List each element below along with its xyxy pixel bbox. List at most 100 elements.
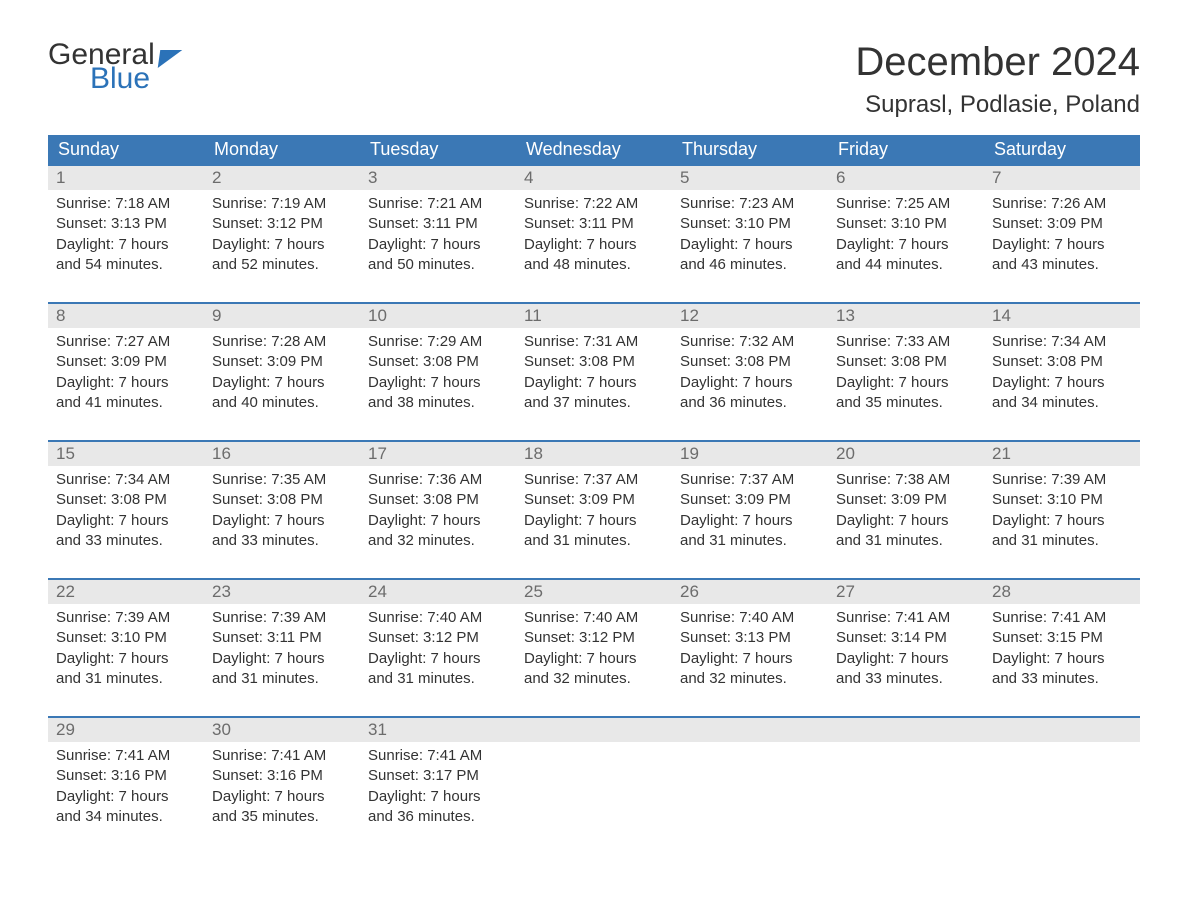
day-content: Sunrise: 7:31 AMSunset: 3:08 PMDaylight:… <box>516 328 672 419</box>
day-sunset: Sunset: 3:15 PM <box>992 628 1132 648</box>
day-cell: 28Sunrise: 7:41 AMSunset: 3:15 PMDayligh… <box>984 580 1140 698</box>
day-dl2: and 35 minutes. <box>212 807 352 827</box>
calendar: SundayMondayTuesdayWednesdayThursdayFrid… <box>48 135 1140 836</box>
day-cell: 12Sunrise: 7:32 AMSunset: 3:08 PMDayligh… <box>672 304 828 422</box>
day-content: Sunrise: 7:28 AMSunset: 3:09 PMDaylight:… <box>204 328 360 419</box>
day-number: 10 <box>360 304 516 328</box>
day-content: Sunrise: 7:34 AMSunset: 3:08 PMDaylight:… <box>48 466 204 557</box>
day-content: Sunrise: 7:32 AMSunset: 3:08 PMDaylight:… <box>672 328 828 419</box>
page-header: General Blue December 2024 Suprasl, Podl… <box>48 40 1140 119</box>
day-dl2: and 37 minutes. <box>524 393 664 413</box>
day-cell: 11Sunrise: 7:31 AMSunset: 3:08 PMDayligh… <box>516 304 672 422</box>
day-dl2: and 33 minutes. <box>836 669 976 689</box>
day-number: 21 <box>984 442 1140 466</box>
day-dl2: and 43 minutes. <box>992 255 1132 275</box>
day-number: 1 <box>48 166 204 190</box>
day-sunrise: Sunrise: 7:32 AM <box>680 332 820 352</box>
day-dl2: and 31 minutes. <box>680 531 820 551</box>
day-sunrise: Sunrise: 7:37 AM <box>680 470 820 490</box>
day-sunrise: Sunrise: 7:40 AM <box>680 608 820 628</box>
day-dl1: Daylight: 7 hours <box>212 235 352 255</box>
day-number: 29 <box>48 718 204 742</box>
day-content: Sunrise: 7:23 AMSunset: 3:10 PMDaylight:… <box>672 190 828 281</box>
day-dl2: and 36 minutes. <box>680 393 820 413</box>
day-number: 5 <box>672 166 828 190</box>
day-sunrise: Sunrise: 7:35 AM <box>212 470 352 490</box>
day-cell: 4Sunrise: 7:22 AMSunset: 3:11 PMDaylight… <box>516 166 672 284</box>
day-sunset: Sunset: 3:16 PM <box>212 766 352 786</box>
day-number: 3 <box>360 166 516 190</box>
day-number: 22 <box>48 580 204 604</box>
day-content: Sunrise: 7:18 AMSunset: 3:13 PMDaylight:… <box>48 190 204 281</box>
day-content: Sunrise: 7:37 AMSunset: 3:09 PMDaylight:… <box>672 466 828 557</box>
day-sunset: Sunset: 3:16 PM <box>56 766 196 786</box>
day-number: 27 <box>828 580 984 604</box>
day-cell: 1Sunrise: 7:18 AMSunset: 3:13 PMDaylight… <box>48 166 204 284</box>
day-number: 31 <box>360 718 516 742</box>
day-sunrise: Sunrise: 7:19 AM <box>212 194 352 214</box>
day-sunrise: Sunrise: 7:37 AM <box>524 470 664 490</box>
day-dl1: Daylight: 7 hours <box>992 235 1132 255</box>
day-content: Sunrise: 7:33 AMSunset: 3:08 PMDaylight:… <box>828 328 984 419</box>
day-cell: 14Sunrise: 7:34 AMSunset: 3:08 PMDayligh… <box>984 304 1140 422</box>
day-dl1: Daylight: 7 hours <box>212 649 352 669</box>
month-title: December 2024 <box>855 40 1140 85</box>
day-dl2: and 34 minutes. <box>992 393 1132 413</box>
day-dl1: Daylight: 7 hours <box>368 649 508 669</box>
day-content: Sunrise: 7:39 AMSunset: 3:11 PMDaylight:… <box>204 604 360 695</box>
day-dl2: and 48 minutes. <box>524 255 664 275</box>
day-sunrise: Sunrise: 7:41 AM <box>56 746 196 766</box>
day-cell: 26Sunrise: 7:40 AMSunset: 3:13 PMDayligh… <box>672 580 828 698</box>
day-dl1: Daylight: 7 hours <box>992 373 1132 393</box>
day-number: 8 <box>48 304 204 328</box>
day-cell: 29Sunrise: 7:41 AMSunset: 3:16 PMDayligh… <box>48 718 204 836</box>
day-content: Sunrise: 7:41 AMSunset: 3:16 PMDaylight:… <box>48 742 204 833</box>
day-dl1: Daylight: 7 hours <box>368 787 508 807</box>
day-cell: 21Sunrise: 7:39 AMSunset: 3:10 PMDayligh… <box>984 442 1140 560</box>
day-number: 26 <box>672 580 828 604</box>
day-sunset: Sunset: 3:09 PM <box>56 352 196 372</box>
day-sunrise: Sunrise: 7:41 AM <box>992 608 1132 628</box>
day-content: Sunrise: 7:39 AMSunset: 3:10 PMDaylight:… <box>48 604 204 695</box>
day-sunrise: Sunrise: 7:23 AM <box>680 194 820 214</box>
day-content: Sunrise: 7:41 AMSunset: 3:15 PMDaylight:… <box>984 604 1140 695</box>
day-dl1: Daylight: 7 hours <box>680 235 820 255</box>
day-sunrise: Sunrise: 7:40 AM <box>368 608 508 628</box>
day-sunset: Sunset: 3:13 PM <box>56 214 196 234</box>
day-content: Sunrise: 7:26 AMSunset: 3:09 PMDaylight:… <box>984 190 1140 281</box>
day-dl2: and 38 minutes. <box>368 393 508 413</box>
logo: General Blue <box>48 40 181 94</box>
day-number: 25 <box>516 580 672 604</box>
day-cell <box>672 718 828 836</box>
day-dl2: and 41 minutes. <box>56 393 196 413</box>
day-dl1: Daylight: 7 hours <box>56 235 196 255</box>
week-row: 1Sunrise: 7:18 AMSunset: 3:13 PMDaylight… <box>48 164 1140 284</box>
day-number: 6 <box>828 166 984 190</box>
day-dl1: Daylight: 7 hours <box>368 373 508 393</box>
day-cell: 24Sunrise: 7:40 AMSunset: 3:12 PMDayligh… <box>360 580 516 698</box>
day-sunset: Sunset: 3:10 PM <box>836 214 976 234</box>
day-sunset: Sunset: 3:08 PM <box>368 352 508 372</box>
day-sunrise: Sunrise: 7:25 AM <box>836 194 976 214</box>
day-dl1: Daylight: 7 hours <box>524 373 664 393</box>
day-cell: 31Sunrise: 7:41 AMSunset: 3:17 PMDayligh… <box>360 718 516 836</box>
day-dl2: and 32 minutes. <box>524 669 664 689</box>
day-sunset: Sunset: 3:08 PM <box>524 352 664 372</box>
day-content: Sunrise: 7:27 AMSunset: 3:09 PMDaylight:… <box>48 328 204 419</box>
day-sunset: Sunset: 3:10 PM <box>56 628 196 648</box>
day-sunrise: Sunrise: 7:39 AM <box>212 608 352 628</box>
day-dl1: Daylight: 7 hours <box>680 649 820 669</box>
day-sunset: Sunset: 3:08 PM <box>992 352 1132 372</box>
day-header: Sunday <box>48 135 204 164</box>
day-cell: 20Sunrise: 7:38 AMSunset: 3:09 PMDayligh… <box>828 442 984 560</box>
day-sunset: Sunset: 3:11 PM <box>368 214 508 234</box>
day-dl1: Daylight: 7 hours <box>368 511 508 531</box>
day-cell <box>516 718 672 836</box>
day-number: 30 <box>204 718 360 742</box>
day-number: 23 <box>204 580 360 604</box>
day-sunset: Sunset: 3:09 PM <box>212 352 352 372</box>
day-dl1: Daylight: 7 hours <box>836 235 976 255</box>
day-cell: 9Sunrise: 7:28 AMSunset: 3:09 PMDaylight… <box>204 304 360 422</box>
day-dl1: Daylight: 7 hours <box>524 511 664 531</box>
day-content: Sunrise: 7:34 AMSunset: 3:08 PMDaylight:… <box>984 328 1140 419</box>
